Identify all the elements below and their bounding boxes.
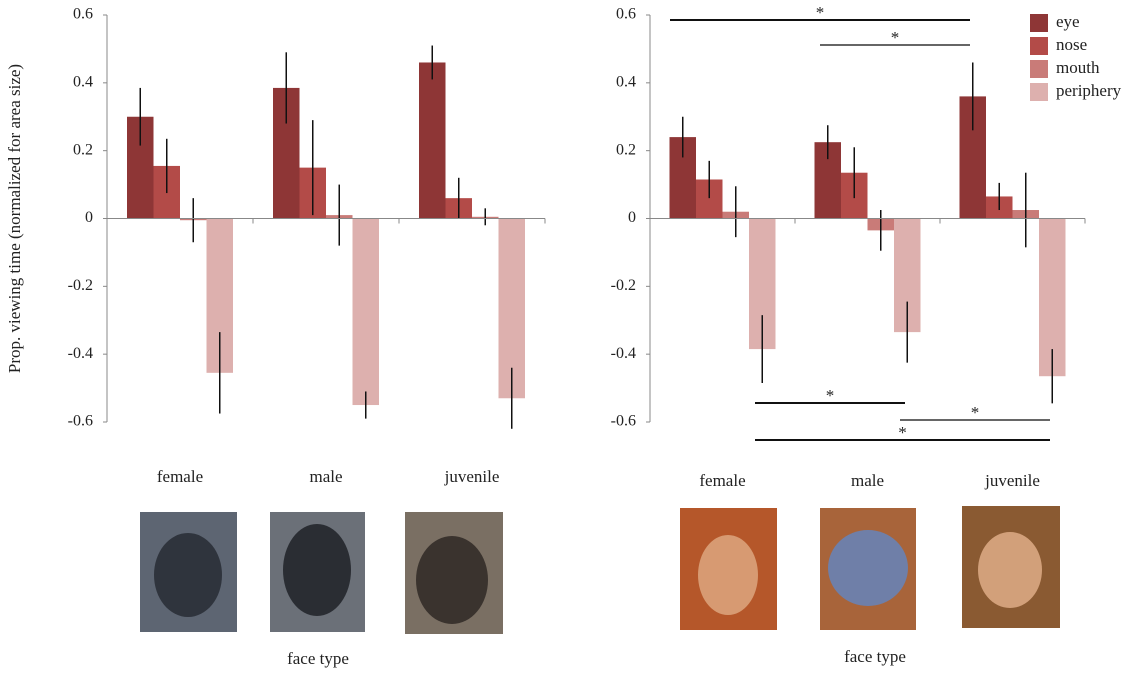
significance-label: * [898, 423, 907, 442]
y-tick-label: 0.4 [73, 74, 93, 91]
y-tick-label: 0 [628, 209, 636, 226]
photo-face [283, 524, 351, 616]
y-tick-label: -0.4 [68, 345, 93, 362]
photo-face [978, 532, 1042, 608]
y-axis-label: Prop. viewing time (normalized for area … [5, 64, 24, 373]
y-tick-label: -0.2 [611, 277, 636, 294]
y-tick-label: 0.4 [616, 74, 636, 91]
y-tick-label: 0.6 [73, 6, 93, 23]
legend-label: periphery [1056, 81, 1122, 100]
gorilla-photos [140, 512, 503, 634]
y-tick-label: -0.2 [68, 277, 93, 294]
y-tick-label: 0.2 [616, 141, 636, 158]
legend-swatch [1030, 37, 1048, 55]
y-tick-label: 0.6 [616, 6, 636, 23]
orangutan-photos [680, 506, 1060, 630]
x-tick-label: female [157, 467, 203, 486]
x-tick-label: male [851, 471, 884, 490]
legend-swatch [1030, 83, 1048, 101]
photo-face [154, 533, 222, 617]
x-tick-label: male [309, 467, 342, 486]
legend-label: nose [1056, 35, 1087, 54]
x-axis-label: face type [287, 649, 349, 668]
legend-label: eye [1056, 12, 1080, 31]
y-tick-label: 0.2 [73, 141, 93, 158]
photo-face [698, 535, 758, 615]
y-tick-label: -0.4 [611, 345, 636, 362]
significance-label: * [816, 3, 825, 22]
x-tick-label: juvenile [444, 467, 500, 486]
legend-label: mouth [1056, 58, 1100, 77]
photo-face [416, 536, 488, 624]
y-tick-label: -0.6 [68, 413, 93, 430]
bar [352, 218, 379, 406]
x-axis-label: face type [844, 647, 906, 666]
significance-label: * [891, 28, 900, 47]
significance-label: * [971, 403, 980, 422]
legend-swatch [1030, 14, 1048, 32]
significance-label: * [826, 386, 835, 405]
legend-swatch [1030, 60, 1048, 78]
photo-face [828, 530, 908, 606]
y-tick-label: 0 [85, 209, 93, 226]
x-tick-label: female [699, 471, 745, 490]
x-tick-label: juvenile [984, 471, 1040, 490]
bar [419, 62, 446, 219]
y-tick-label: -0.6 [611, 413, 636, 430]
